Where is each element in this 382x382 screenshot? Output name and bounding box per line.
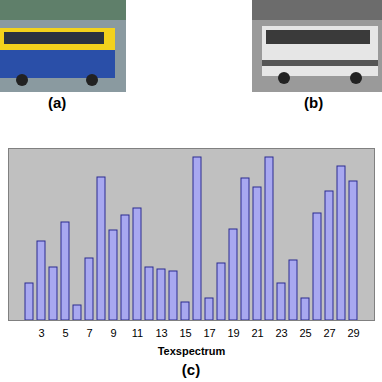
svg-text:Texspectrum: Texspectrum [158, 345, 226, 357]
svg-text:29: 29 [347, 327, 359, 339]
svg-text:25: 25 [299, 327, 311, 339]
svg-text:15: 15 [179, 327, 191, 339]
svg-text:9: 9 [110, 327, 116, 339]
svg-text:27: 27 [323, 327, 335, 339]
svg-text:19: 19 [227, 327, 239, 339]
html-text:(c): (c) [181, 361, 201, 378]
svg-text:23: 23 [275, 327, 287, 339]
svg-text:5: 5 [62, 327, 68, 339]
html-text:(a): (a) [48, 94, 67, 111]
svg-text:17: 17 [203, 327, 215, 339]
svg-text:11: 11 [132, 327, 143, 339]
svg-text:21: 21 [251, 327, 263, 339]
svg-text:3: 3 [38, 327, 44, 339]
html-text:(b): (b) [304, 94, 324, 111]
svg-text:13: 13 [155, 327, 167, 339]
svg-text:7: 7 [86, 327, 92, 339]
